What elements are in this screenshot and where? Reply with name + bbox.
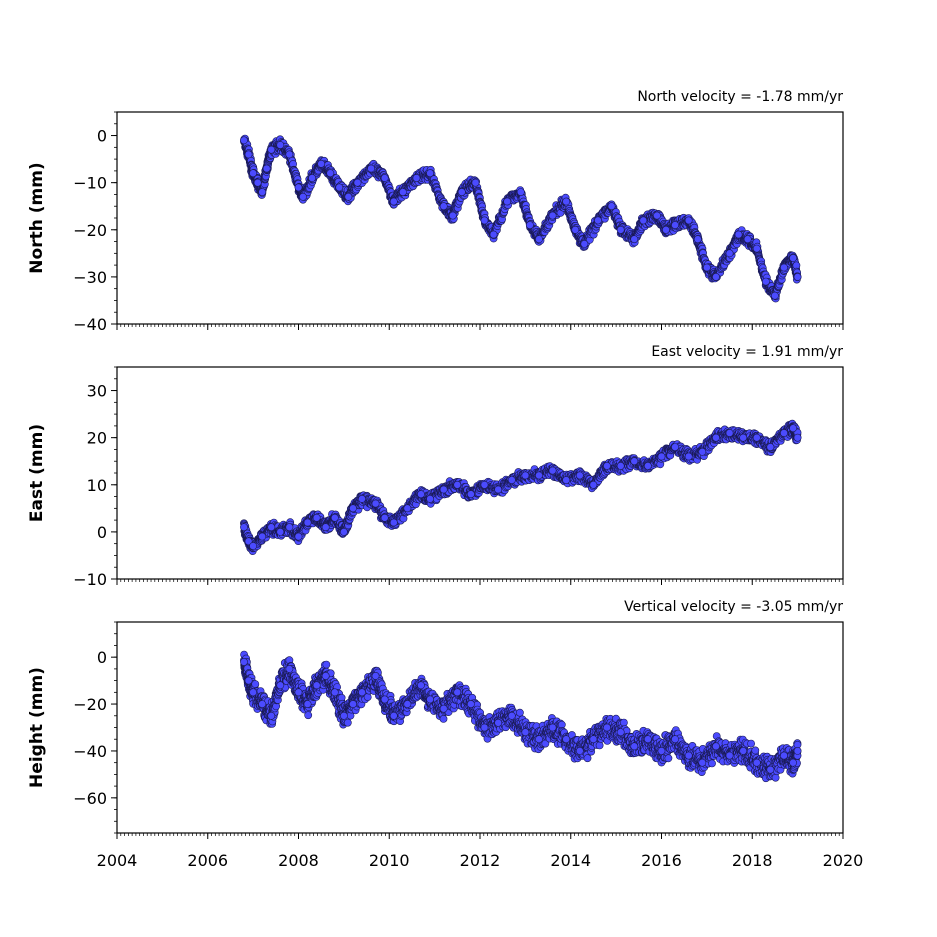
data-point-north: [262, 164, 271, 173]
data-point-north: [562, 197, 571, 206]
points-north: [240, 134, 802, 303]
data-point-north: [734, 230, 743, 239]
data-point-north: [762, 277, 770, 286]
data-point-north: [630, 235, 639, 244]
data-point-north: [616, 225, 625, 234]
data-point-north: [244, 150, 253, 159]
data-point-north: [398, 188, 407, 196]
panel-north: North velocity = -1.78 mm/yr North (mm) 0 −…: [27, 89, 844, 334]
data-point-north: [780, 263, 788, 272]
data-point-north: [389, 197, 398, 206]
data-point-north: [548, 211, 557, 220]
data-point-north: [412, 174, 421, 182]
data-point-north: [326, 169, 335, 178]
data-point-north: [353, 178, 362, 187]
y-axis-label-north: North (mm): [27, 162, 47, 273]
data-point-north: [771, 291, 779, 300]
data-point-north: [448, 211, 457, 220]
data-point-north: [489, 230, 498, 239]
data-point-north: [516, 188, 525, 196]
data-point-north: [725, 249, 734, 258]
data-point-north: [299, 192, 307, 201]
data-point-north: [671, 221, 679, 229]
data-point-north: [240, 136, 248, 145]
y-tick-label-north: −20: [73, 221, 107, 240]
data-point-north: [684, 216, 693, 225]
data-point-north: [344, 192, 353, 201]
data-point-north: [712, 272, 720, 281]
y-axis-label-east: East (mm): [27, 424, 47, 522]
data-point-north: [294, 183, 303, 192]
data-point-north: [789, 254, 797, 262]
data-point-north: [367, 164, 375, 173]
data-point-north: [653, 211, 661, 220]
data-point-north: [693, 235, 702, 244]
data-point-north: [308, 174, 316, 182]
panel-title-east: East velocity = 1.91 mm/yr: [651, 344, 843, 360]
y-tick-label-north: 0: [97, 127, 107, 146]
data-point-north: [457, 188, 466, 196]
y-tick-label-north: −40: [73, 315, 107, 334]
data-point-north: [249, 169, 257, 178]
data-point-north: [276, 141, 285, 149]
data-point-north: [471, 178, 480, 187]
data-point-north: [743, 235, 752, 244]
data-point-north: [258, 188, 267, 196]
data-point-north: [439, 202, 448, 211]
data-point-north: [335, 183, 344, 192]
data-point-north: [662, 225, 670, 234]
data-point-north: [253, 178, 262, 187]
data-point-north: [535, 235, 543, 244]
data-point-north: [752, 244, 761, 253]
data-point-north: [426, 169, 434, 178]
data-point-north: [380, 174, 389, 182]
data-point-north: [503, 197, 512, 206]
data-point-north: [317, 159, 326, 168]
data-point-north: [639, 216, 648, 225]
data-point-north: [267, 145, 276, 154]
data-point-north: [526, 221, 534, 229]
data-point-north: [793, 272, 802, 281]
data-point-north: [580, 239, 589, 248]
data-point-north: [703, 263, 711, 272]
y-tick-label-north: −30: [73, 268, 107, 287]
data-point-north: [607, 202, 616, 211]
data-point-north: [594, 216, 602, 225]
data-point-north: [285, 150, 294, 159]
y-tick-label-north: −10: [73, 174, 107, 193]
data-point-north: [480, 216, 489, 225]
panel-title-north: North velocity = -1.78 mm/yr: [637, 89, 843, 105]
data-point-north: [571, 225, 580, 234]
